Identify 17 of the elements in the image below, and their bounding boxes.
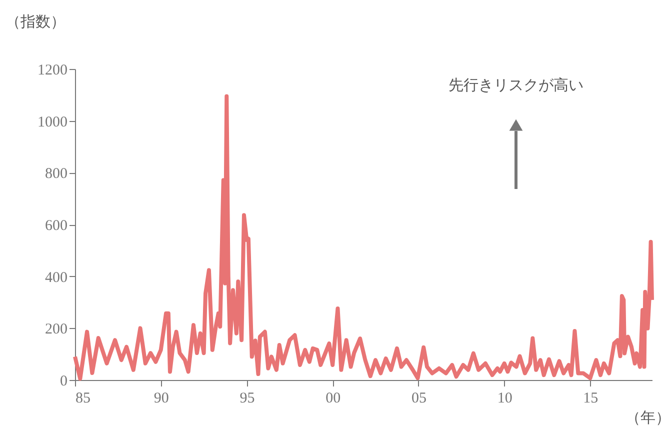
x-tick-label: 90 bbox=[154, 390, 169, 406]
x-tick-label: 05 bbox=[411, 390, 426, 406]
x-axis-title: （年） bbox=[626, 410, 670, 426]
y-tick-label: 800 bbox=[45, 166, 68, 182]
y-tick-label: 1000 bbox=[38, 114, 68, 130]
y-tick-label: 200 bbox=[45, 322, 68, 338]
y-tick-label: 1200 bbox=[38, 62, 68, 78]
x-tick-label: 00 bbox=[326, 390, 341, 406]
y-axis-title: （指数） bbox=[6, 14, 66, 30]
x-tick-label: 10 bbox=[497, 390, 512, 406]
annotation: 先行きリスクが高い bbox=[448, 77, 584, 94]
y-tick-label: 0 bbox=[60, 374, 68, 390]
x-tick-label: 15 bbox=[583, 390, 598, 406]
y-tick-label: 400 bbox=[45, 270, 68, 286]
y-tick-label: 600 bbox=[45, 218, 68, 234]
x-tick-label: 85 bbox=[76, 390, 90, 406]
x-tick-label: 95 bbox=[240, 390, 255, 406]
